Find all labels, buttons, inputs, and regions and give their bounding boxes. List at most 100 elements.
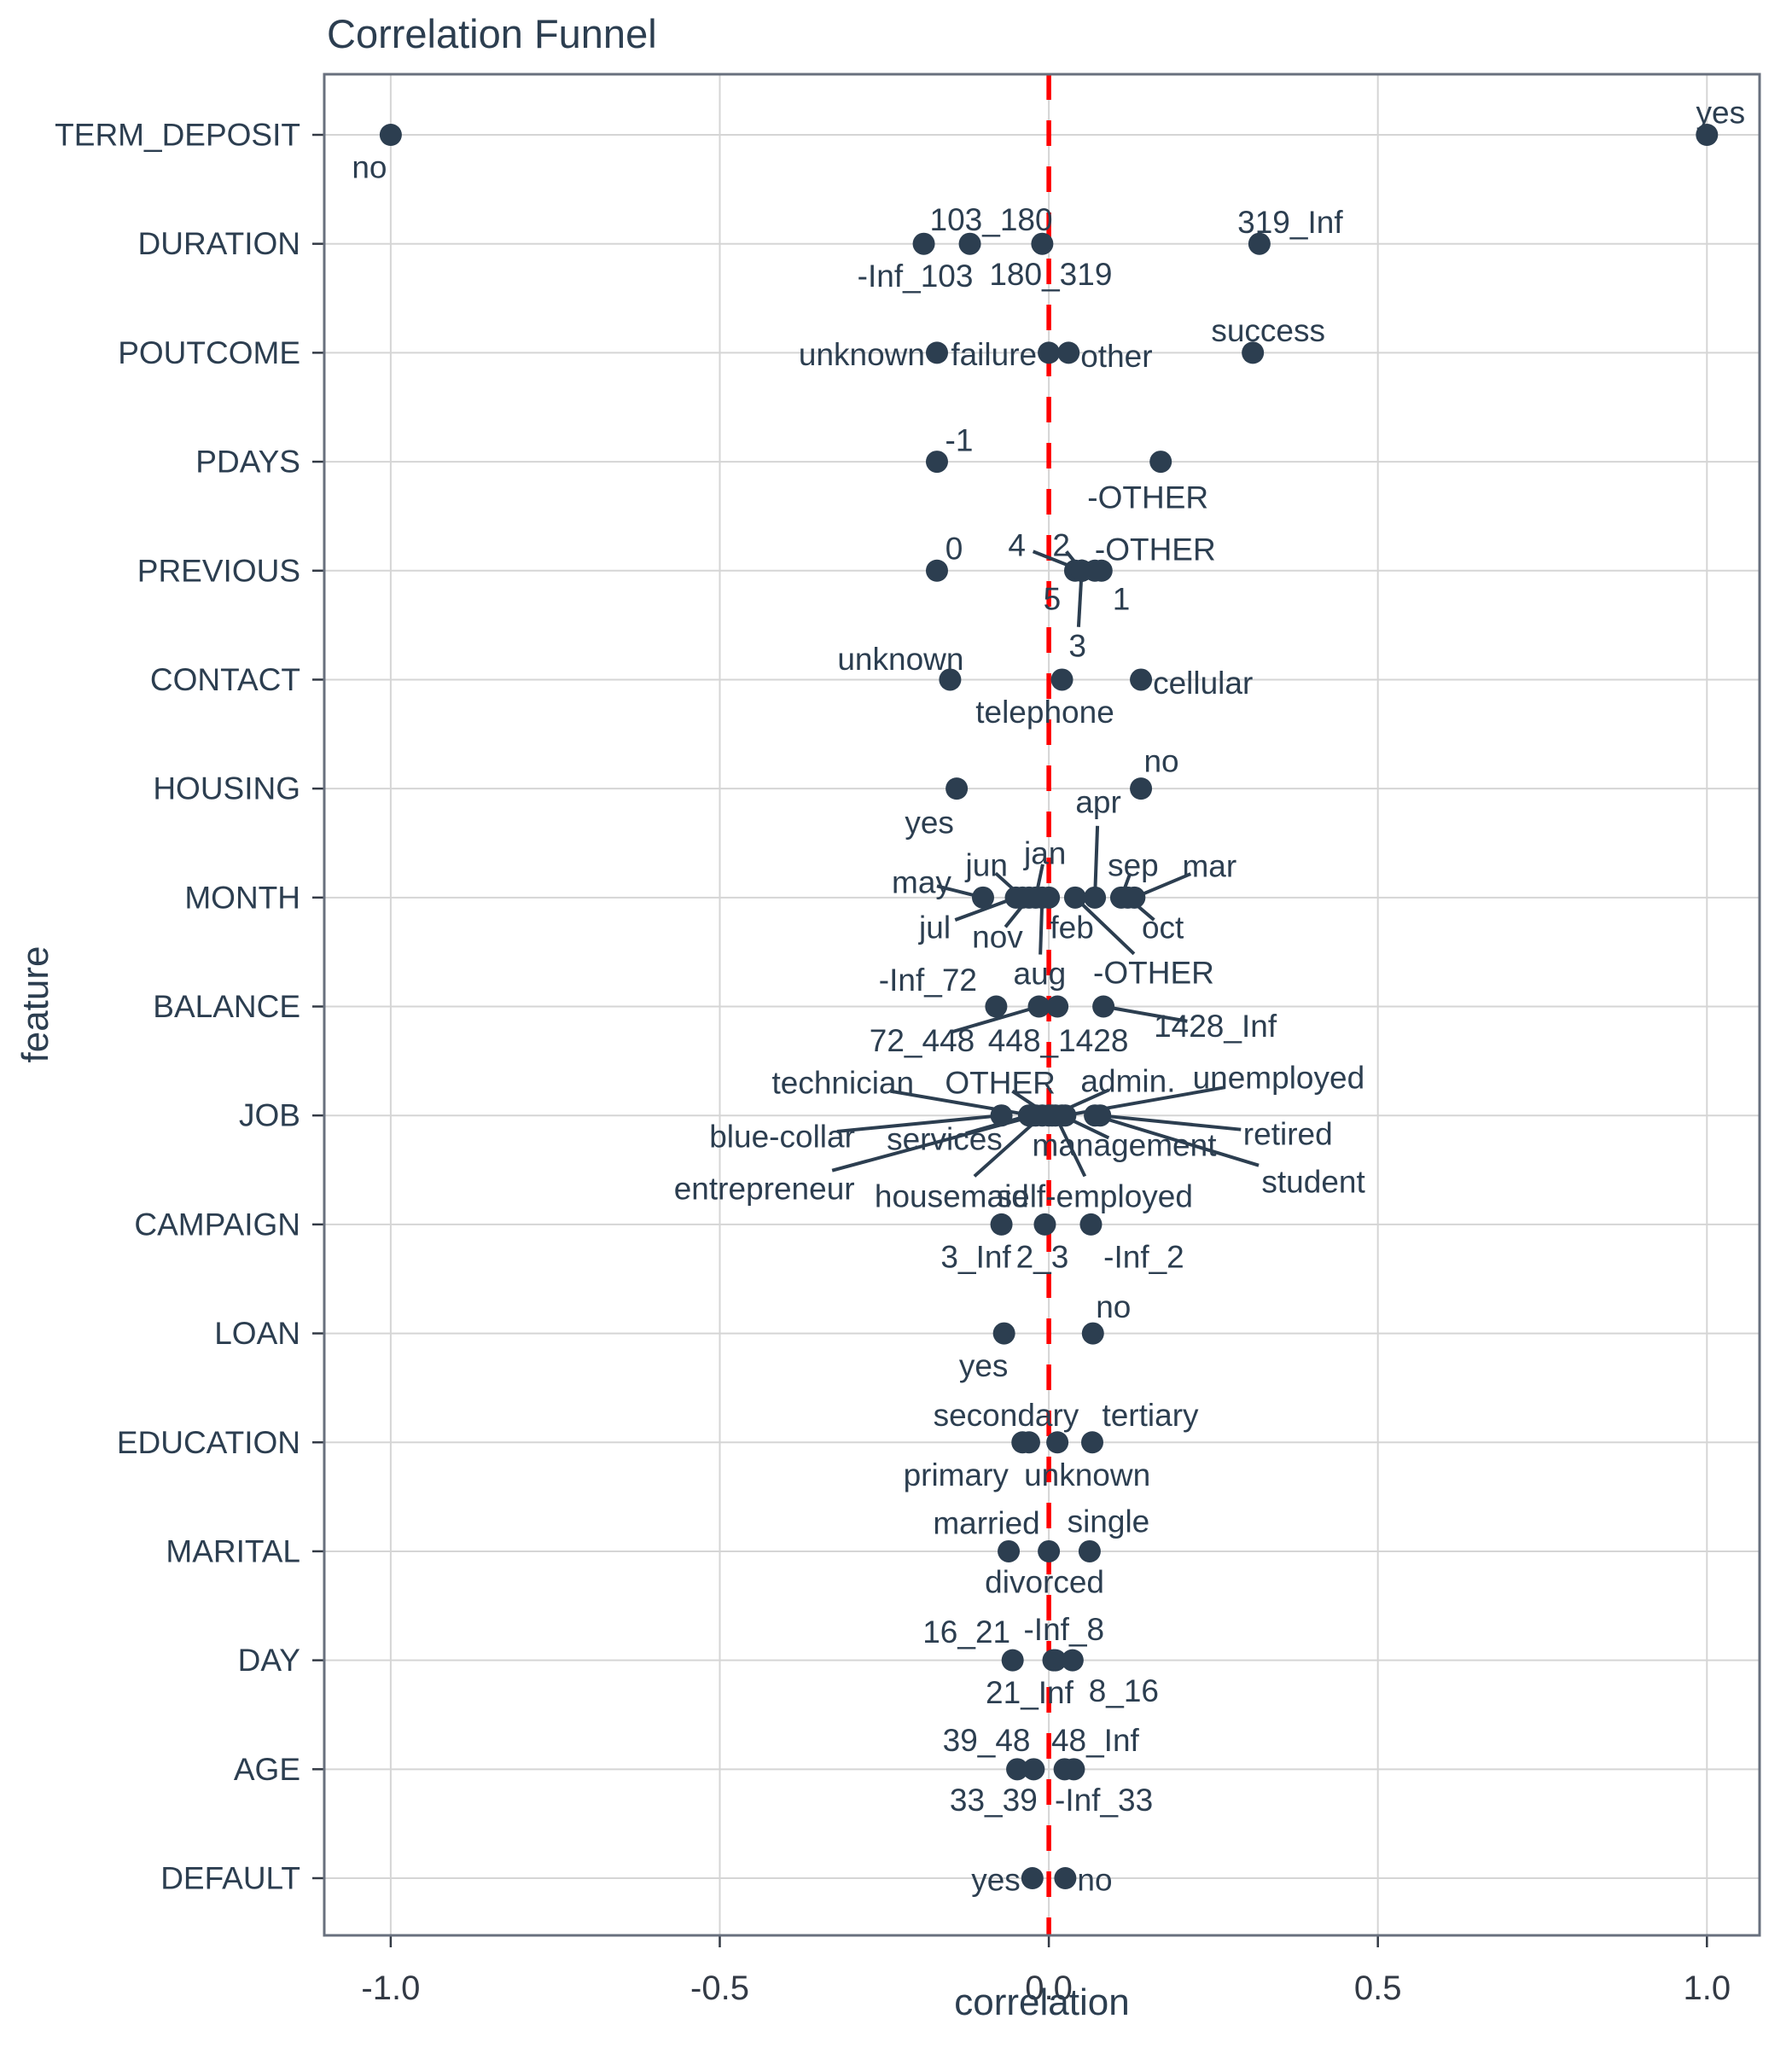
point-label-PREVIOUS--OTHER: -OTHER (1095, 532, 1216, 567)
feature-row-TERM_DEPOSIT: no yes (352, 96, 1745, 185)
point-label-CONTACT-telephone: telephone (975, 695, 1114, 730)
leader-line-BALANCE-72_448 (951, 1004, 1040, 1034)
point-label-CAMPAIGN-3_Inf: 3_Inf (940, 1239, 1011, 1274)
data-point-MARITAL-married (998, 1539, 1021, 1562)
data-point-MARITAL-divorced (1038, 1539, 1061, 1562)
feature-row-BALANCE: -Inf_72 72_448 448_1428 1428_Inf (870, 963, 1277, 1058)
point-label-JOB-blue-collar: blue-collar (709, 1120, 855, 1155)
point-label-EDUCATION-primary: primary (904, 1457, 1009, 1492)
data-point-DAY-16_21 (1001, 1649, 1024, 1672)
feature-row-PDAYS: -1 -OTHER (925, 423, 1208, 515)
x-tick-label-3: 0.5 (1354, 1969, 1402, 2007)
point-label-LOAN-yes: yes (959, 1348, 1009, 1383)
point-label-EDUCATION-tertiary: tertiary (1102, 1398, 1199, 1433)
x-tick-label-0: -1.0 (361, 1969, 420, 2007)
feature-row-LOAN: yes no (959, 1289, 1131, 1383)
y-axis-title: feature (15, 945, 56, 1063)
y-axis-label-MONTH: MONTH (184, 880, 300, 915)
feature-row-AGE: 39_48 33_39 -Inf_33 48_Inf (943, 1723, 1154, 1818)
data-point-EDUCATION-secondary (1017, 1431, 1040, 1454)
point-label-BALANCE-1428_Inf: 1428_Inf (1154, 1009, 1277, 1044)
point-label-AGE-33_39: 33_39 (950, 1783, 1038, 1818)
leader-line-JOB-student (1094, 1114, 1260, 1167)
data-point-AGE-33_39 (1022, 1758, 1045, 1781)
point-label-DURATION-319_Inf: 319_Inf (1237, 205, 1343, 240)
y-axis-label-MARITAL: MARITAL (166, 1533, 300, 1568)
point-label-DAY--Inf_8: -Inf_8 (1023, 1612, 1104, 1647)
point-label-JOB-housemaid: housemaid (875, 1179, 1029, 1214)
y-axis-label-CAMPAIGN: CAMPAIGN (134, 1207, 300, 1242)
data-point-DEFAULT-no (1054, 1867, 1077, 1889)
data-point-PREVIOUS-3 (1070, 559, 1093, 582)
x-axis-title: correlation (954, 1981, 1130, 2023)
point-label-MONTH-nov: nov (972, 919, 1023, 954)
point-label-MONTH-oct: oct (1142, 910, 1184, 945)
point-label-JOB-unemployed: unemployed (1193, 1061, 1365, 1096)
data-point-DURATION-180_319 (1031, 232, 1054, 255)
data-point-PDAYS--1 (925, 451, 948, 474)
y-axis-label-LOAN: LOAN (214, 1316, 300, 1351)
feature-row-CAMPAIGN: 3_Inf 2_3 -Inf_2 (940, 1213, 1184, 1274)
feature-row-EDUCATION: primary secondary unknown tertiary (904, 1398, 1199, 1492)
point-label-JOB-admin.: admin. (1080, 1064, 1175, 1099)
data-point-DURATION-319_Inf (1248, 232, 1271, 255)
point-label-DAY-8_16: 8_16 (1089, 1673, 1159, 1708)
point-label-BALANCE--Inf_72: -Inf_72 (879, 963, 977, 998)
data-point-MONTH-may (971, 886, 994, 909)
point-label-DURATION--Inf_103: -Inf_103 (858, 259, 974, 294)
feature-row-CONTACT: unknown telephone cellular (837, 642, 1253, 730)
point-label-POUTCOME-unknown: unknown (799, 337, 925, 372)
point-label-HOUSING-yes: yes (905, 806, 954, 841)
data-point-DURATION-103_180 (958, 232, 981, 255)
chart-title: Correlation Funnel (327, 11, 657, 56)
data-point-MONTH-apr (1084, 886, 1107, 909)
point-label-MONTH-sep: sep (1108, 847, 1159, 882)
y-axis-label-POUTCOME: POUTCOME (118, 335, 300, 370)
point-label-MONTH-jan: jan (1023, 835, 1066, 870)
point-label-CAMPAIGN--Inf_2: -Inf_2 (1103, 1239, 1184, 1274)
feature-row-DURATION: -Inf_103 103_180 180_319 319_Inf (858, 202, 1344, 294)
feature-row-MARITAL: married divorced single (933, 1504, 1149, 1599)
y-axis-label-DAY: DAY (238, 1643, 300, 1678)
data-point-AGE-39_48 (1006, 1758, 1029, 1781)
feature-row-DAY: 16_21 21_Inf -Inf_8 8_16 (922, 1612, 1159, 1710)
point-label-PREVIOUS-0: 0 (945, 531, 963, 566)
data-point-POUTCOME-other (1057, 341, 1080, 364)
feature-row-DEFAULT: yes no (971, 1863, 1112, 1898)
point-label-MONTH-jul: jul (918, 910, 951, 945)
data-point-CONTACT-telephone (1050, 668, 1073, 691)
y-axis-label-EDUCATION: EDUCATION (117, 1425, 300, 1460)
point-label-BALANCE-448_1428: 448_1428 (988, 1023, 1129, 1058)
data-point-DEFAULT-yes (1021, 1867, 1044, 1889)
data-point-POUTCOME-success (1242, 341, 1265, 364)
data-point-PDAYS--OTHER (1149, 451, 1172, 474)
point-label-CONTACT-unknown: unknown (837, 642, 963, 677)
point-label-BALANCE-72_448: 72_448 (870, 1023, 975, 1058)
x-tick-label-2: 0.0 (1025, 1969, 1073, 2007)
data-point-CAMPAIGN-2_3 (1033, 1213, 1056, 1236)
data-point-BALANCE-1428_Inf (1092, 995, 1115, 1018)
point-label-JOB-retired: retired (1243, 1117, 1333, 1152)
data-point-CAMPAIGN--Inf_2 (1079, 1213, 1103, 1236)
point-label-AGE-48_Inf: 48_Inf (1051, 1723, 1140, 1758)
y-axis-label-DURATION: DURATION (138, 226, 300, 261)
data-point-LOAN-yes (992, 1322, 1015, 1345)
data-point-LOAN-no (1081, 1322, 1104, 1345)
point-label-DURATION-103_180: 103_180 (930, 202, 1053, 237)
point-label-EDUCATION-secondary: secondary (934, 1398, 1079, 1433)
x-tick-label-1: -0.5 (690, 1969, 749, 2007)
data-point-HOUSING-yes (945, 777, 969, 800)
data-point-DURATION--Inf_103 (912, 232, 935, 255)
data-point-TERM_DEPOSIT-yes (1696, 124, 1719, 146)
point-label-MONTH-apr: apr (1075, 784, 1120, 819)
point-label-JOB-technician: technician (772, 1066, 915, 1101)
y-axis-label-JOB: JOB (239, 1098, 300, 1133)
point-label-PREVIOUS-1: 1 (1113, 581, 1131, 616)
y-axis-label-PDAYS: PDAYS (195, 445, 300, 480)
data-point-BALANCE-448_1428 (1046, 995, 1069, 1018)
point-label-PDAYS--OTHER: -OTHER (1087, 480, 1208, 515)
point-label-HOUSING-no: no (1143, 744, 1178, 779)
leader-line-JOB-retired (1100, 1114, 1242, 1132)
